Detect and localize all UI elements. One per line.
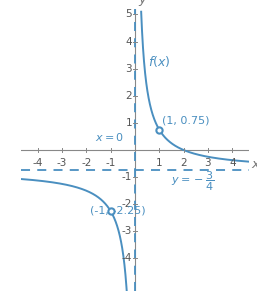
Text: 1: 1: [156, 158, 163, 168]
Text: -1: -1: [122, 172, 132, 182]
Text: -4: -4: [122, 254, 132, 263]
Text: $x=0$: $x=0$: [95, 130, 124, 142]
Text: -2: -2: [122, 199, 132, 209]
Text: $f(x)$: $f(x)$: [148, 54, 171, 69]
Text: -2: -2: [81, 158, 91, 168]
Text: -3: -3: [122, 226, 132, 236]
Text: 5: 5: [125, 9, 132, 20]
Text: -3: -3: [57, 158, 67, 168]
Text: 3: 3: [205, 158, 211, 168]
Text: $y$: $y$: [138, 0, 148, 8]
Text: 3: 3: [125, 64, 132, 74]
Text: 2: 2: [180, 158, 187, 168]
Text: -1: -1: [105, 158, 116, 168]
Text: (1, 0.75): (1, 0.75): [162, 116, 210, 126]
Text: 4: 4: [125, 37, 132, 46]
Text: $x$: $x$: [251, 158, 257, 171]
Text: 1: 1: [125, 118, 132, 128]
Text: -4: -4: [32, 158, 43, 168]
Text: (-1, -2.25): (-1, -2.25): [90, 205, 145, 215]
Text: 2: 2: [125, 91, 132, 101]
Text: $y=-\dfrac{3}{4}$: $y=-\dfrac{3}{4}$: [171, 170, 215, 193]
Text: 4: 4: [229, 158, 236, 168]
